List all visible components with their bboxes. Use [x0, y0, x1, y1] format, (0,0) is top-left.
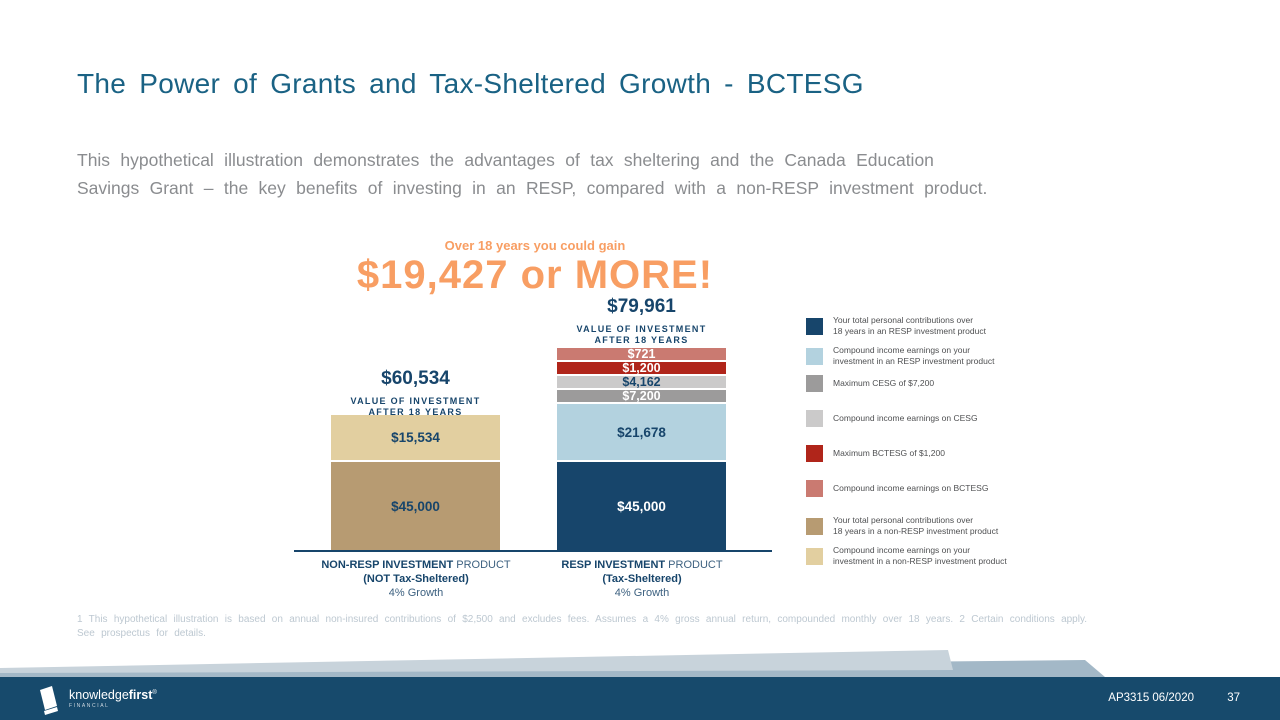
- gain-amount: $19,427 or MORE!: [356, 253, 714, 297]
- nonresp-stacked-bar: $15,534 $45,000: [331, 415, 500, 550]
- legend-swatch-3: [806, 410, 823, 427]
- resp-bar-segment-1: $1,200: [557, 361, 726, 375]
- legend-swatch-5: [806, 480, 823, 497]
- intro-text: This hypothetical illustration demonstra…: [77, 146, 1097, 202]
- legend-swatch-7: [806, 547, 823, 565]
- legend-label-3: Compound income earnings on CESG: [833, 413, 978, 423]
- legend-label-7: Compound income earnings on your investme…: [833, 545, 1007, 566]
- resp-axis-line2: (Tax-Sheltered): [602, 573, 682, 585]
- legend-label-1: Compound income earnings on your investme…: [833, 345, 995, 366]
- legend-item-1: Compound income earnings on your investme…: [806, 345, 1016, 367]
- legend-swatch-2: [806, 375, 823, 392]
- legend-item-3: Compound income earnings on CESG: [806, 410, 1016, 427]
- nonresp-total-header: $60,534 VALUE OF INVESTMENT AFTER 18 YEA…: [331, 368, 500, 418]
- brand-logo-icon: [40, 686, 58, 715]
- nonresp-total-subtitle-1: VALUE OF INVESTMENT: [350, 396, 481, 406]
- document-code: AP3315 06/2020: [1108, 692, 1194, 704]
- brand-subtitle: FINANCIAL: [69, 703, 110, 710]
- resp-bar-segment-2: $4,162: [557, 375, 726, 389]
- nonresp-bar-segment-1: $45,000: [331, 462, 500, 550]
- nonresp-axis-line3: 4% Growth: [388, 587, 444, 599]
- legend-label-4: Maximum BCTESG of $1,200: [833, 448, 945, 458]
- nonresp-total-subtitle-2: AFTER 18 YEARS: [368, 407, 463, 417]
- legend-item-2: Maximum CESG of $7,200: [806, 375, 1016, 392]
- nonresp-bar-segment-0: $15,534: [331, 415, 500, 460]
- resp-axis-bold: RESP INVESTMENT: [561, 559, 666, 571]
- resp-total-subtitle-2: AFTER 18 YEARS: [594, 335, 689, 345]
- resp-axis-line3: 4% Growth: [614, 587, 670, 599]
- chart-legend: Your total personal contributions over 18…: [806, 315, 1016, 575]
- footer-bar: [0, 677, 1280, 720]
- legend-item-0: Your total personal contributions over 18…: [806, 315, 1016, 337]
- legend-item-7: Compound income earnings on your investme…: [806, 545, 1016, 567]
- legend-label-6: Your total personal contributions over 18…: [833, 515, 999, 536]
- resp-bar-segment-0: $721: [557, 347, 726, 361]
- resp-axis-label: RESP INVESTMENT PRODUCT (Tax-Sheltered) …: [522, 558, 762, 600]
- resp-total-value: $79,961: [607, 296, 676, 317]
- nonresp-total-value: $60,534: [381, 368, 450, 389]
- resp-bar-segment-3: $7,200: [557, 389, 726, 403]
- page-number: 37: [1227, 692, 1240, 704]
- nonresp-axis-label: NON-RESP INVESTMENT PRODUCT (NOT Tax-She…: [296, 558, 536, 600]
- chart-baseline: [294, 550, 772, 552]
- legend-swatch-1: [806, 347, 823, 365]
- resp-stacked-bar: $721 $1,200 $4,162 $7,200 $21,678 $45,000: [557, 347, 726, 550]
- legend-label-0: Your total personal contributions over 18…: [833, 315, 986, 336]
- gain-caption: Over 18 years you could gain: [444, 238, 626, 253]
- intro-line-1: This hypothetical illustration demonstra…: [77, 150, 934, 170]
- legend-swatch-4: [806, 445, 823, 462]
- nonresp-axis-line2: (NOT Tax-Sheltered): [363, 573, 469, 585]
- brand-logo: knowledgefirst® FINANCIAL: [36, 686, 157, 715]
- legend-item-6: Your total personal contributions over 18…: [806, 515, 1016, 537]
- resp-total-subtitle-1: VALUE OF INVESTMENT: [576, 324, 707, 334]
- footnote-line-1: 1 This hypothetical illustration is base…: [77, 614, 1088, 625]
- legend-swatch-0: [806, 317, 823, 335]
- page-title: The Power of Grants and Tax-Sheltered Gr…: [77, 68, 864, 99]
- legend-item-4: Maximum BCTESG of $1,200: [806, 445, 1016, 462]
- brand-logo-text: knowledgefirst® FINANCIAL: [69, 686, 157, 715]
- resp-axis-regular: PRODUCT: [665, 559, 723, 571]
- brand-name-second: first: [128, 688, 153, 703]
- legend-label-5: Compound income earnings on BCTESG: [833, 483, 989, 493]
- resp-bar-segment-4: $21,678: [557, 404, 726, 460]
- brand-trademark: ®: [152, 690, 157, 696]
- legend-label-2: Maximum CESG of $7,200: [833, 378, 935, 388]
- nonresp-axis-regular: PRODUCT: [453, 559, 511, 571]
- brand-name-first: knowledge: [69, 688, 129, 703]
- brand-name: knowledgefirst®: [69, 686, 157, 702]
- resp-bar-segment-5: $45,000: [557, 462, 726, 550]
- intro-line-2: Savings Grant – the key benefits of inve…: [77, 178, 988, 198]
- resp-total-header: $79,961 VALUE OF INVESTMENT AFTER 18 YEA…: [557, 296, 726, 346]
- nonresp-axis-bold: NON-RESP INVESTMENT: [321, 559, 454, 571]
- footnote: 1 This hypothetical illustration is base…: [77, 613, 1177, 641]
- legend-item-5: Compound income earnings on BCTESG: [806, 480, 1016, 497]
- legend-swatch-6: [806, 517, 823, 535]
- footnote-line-2: See prospectus for details.: [77, 628, 206, 639]
